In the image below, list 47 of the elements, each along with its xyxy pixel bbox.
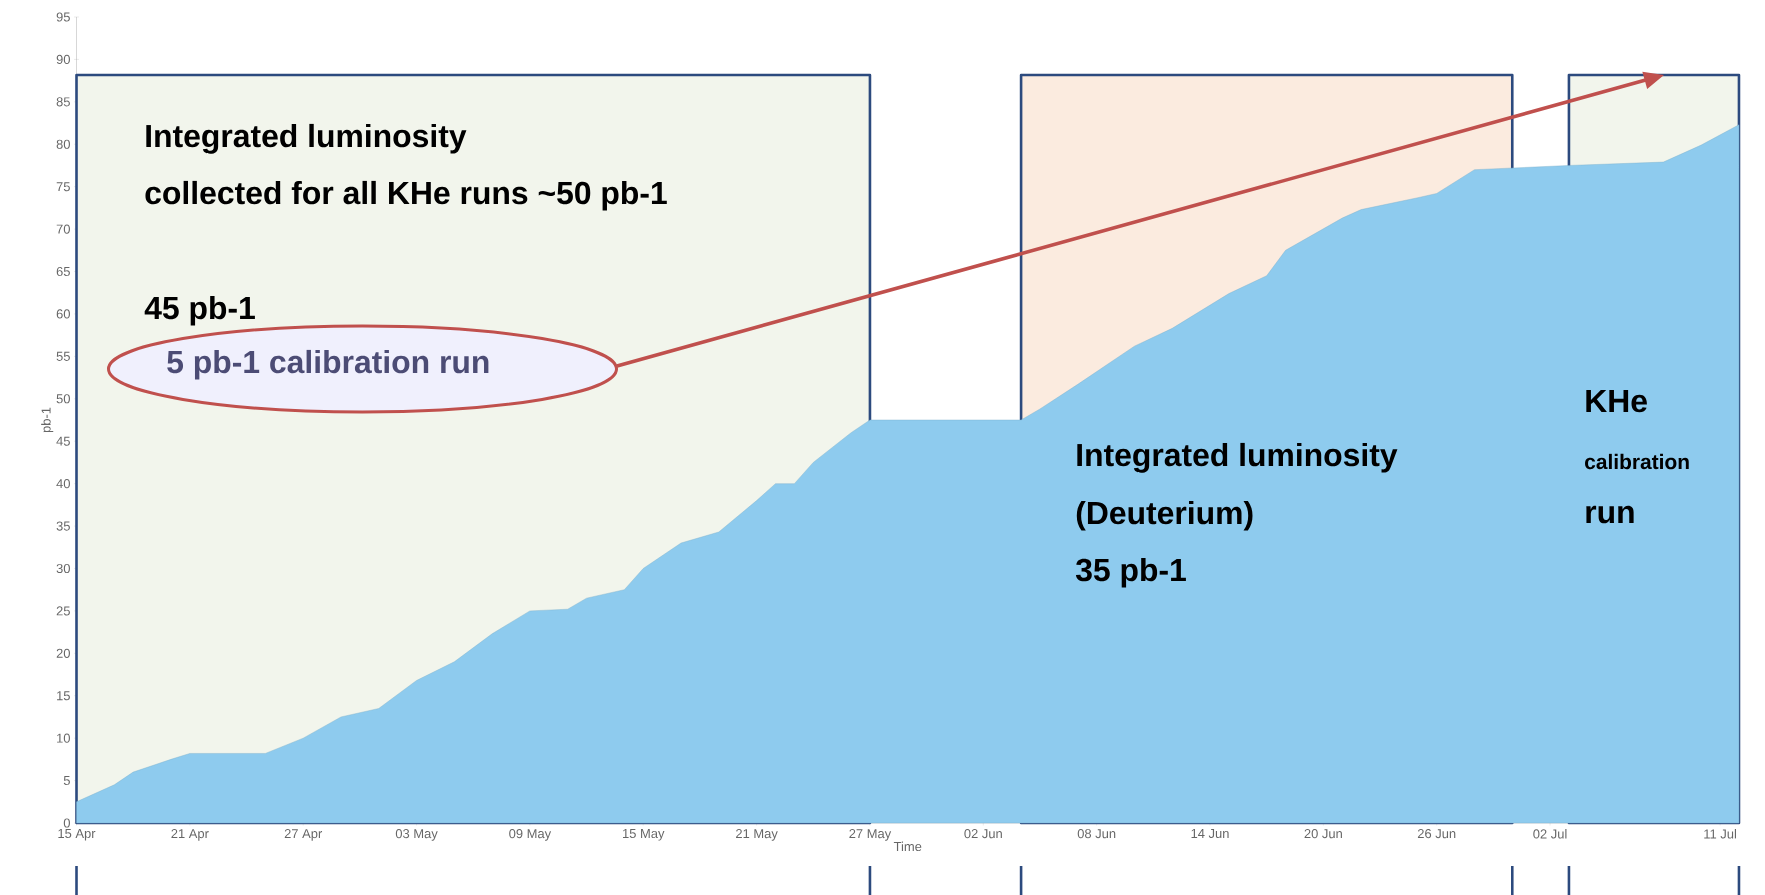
y-tick-label: 30 bbox=[56, 563, 70, 574]
x-tick-label: 21 May bbox=[736, 829, 778, 841]
y-tick-label: 25 bbox=[56, 606, 70, 616]
x-tick-label: 14 Jun bbox=[1191, 829, 1229, 839]
x-tick-label: 20 Jun bbox=[1304, 829, 1342, 839]
annotation: 5 pb-1 calibration run bbox=[167, 349, 489, 380]
y-tick-label: 15 bbox=[57, 691, 70, 701]
y-axis-title: pb-1 bbox=[41, 407, 54, 433]
y-tick-label: 95 bbox=[56, 12, 70, 22]
y-tick-label: 70 bbox=[56, 224, 70, 234]
annotation: collected for all KHe runs ~50 pb-1 bbox=[145, 180, 667, 211]
x-tick-label: 27 Apr bbox=[284, 829, 323, 841]
y-tick-label: 0 bbox=[63, 818, 70, 828]
y-tick-label: 75 bbox=[56, 182, 70, 192]
y-tick-label: 60 bbox=[56, 309, 70, 319]
y-tick-label: 90 bbox=[56, 54, 70, 64]
y-tick-label: 80 bbox=[56, 139, 70, 149]
annotation: 45 pb-1 bbox=[144, 295, 255, 326]
y-tick-label: 40 bbox=[56, 479, 70, 489]
annotation: run bbox=[1586, 505, 1634, 524]
x-tick-label: 15 May bbox=[623, 829, 665, 841]
x-tick-label: 15 Apr bbox=[58, 829, 96, 841]
y-tick-label: 10 bbox=[57, 733, 70, 743]
annotation: KHe bbox=[1586, 390, 1647, 413]
annotation: calibration bbox=[1585, 453, 1689, 470]
x-tick-label: 03 May bbox=[395, 829, 438, 841]
y-tick-label: 5 bbox=[63, 776, 70, 786]
y-tick-label: 35 bbox=[56, 521, 70, 531]
x-tick-label: 08 Jun bbox=[1077, 829, 1116, 839]
y-tick-label: 85 bbox=[56, 97, 70, 107]
annotation: Integrated luminosity bbox=[1077, 442, 1398, 473]
x-tick-label: 26 Jun bbox=[1417, 829, 1456, 839]
y-tick-label: 50 bbox=[56, 394, 70, 404]
x-tick-label: 02 Jun bbox=[964, 829, 1002, 839]
x-tick-label: 09 May bbox=[509, 829, 552, 841]
x-tick-label: 02 Jul bbox=[1533, 829, 1567, 839]
x-tick-label: 21 Apr bbox=[171, 829, 209, 841]
y-tick-label: 45 bbox=[56, 436, 70, 446]
y-tick-label: 20 bbox=[56, 648, 70, 658]
x-tick-label: 11 Jul bbox=[1704, 829, 1736, 839]
x-axis-title: Time bbox=[893, 841, 922, 852]
annotation: Integrated luminosity bbox=[146, 123, 467, 154]
y-tick-label: 55 bbox=[56, 351, 70, 361]
x-tick-label: 27 May bbox=[849, 829, 892, 841]
y-tick-label: 65 bbox=[56, 266, 70, 277]
annotation: (Deuterium) bbox=[1076, 500, 1253, 531]
annotation: 35 pb-1 bbox=[1075, 557, 1186, 588]
